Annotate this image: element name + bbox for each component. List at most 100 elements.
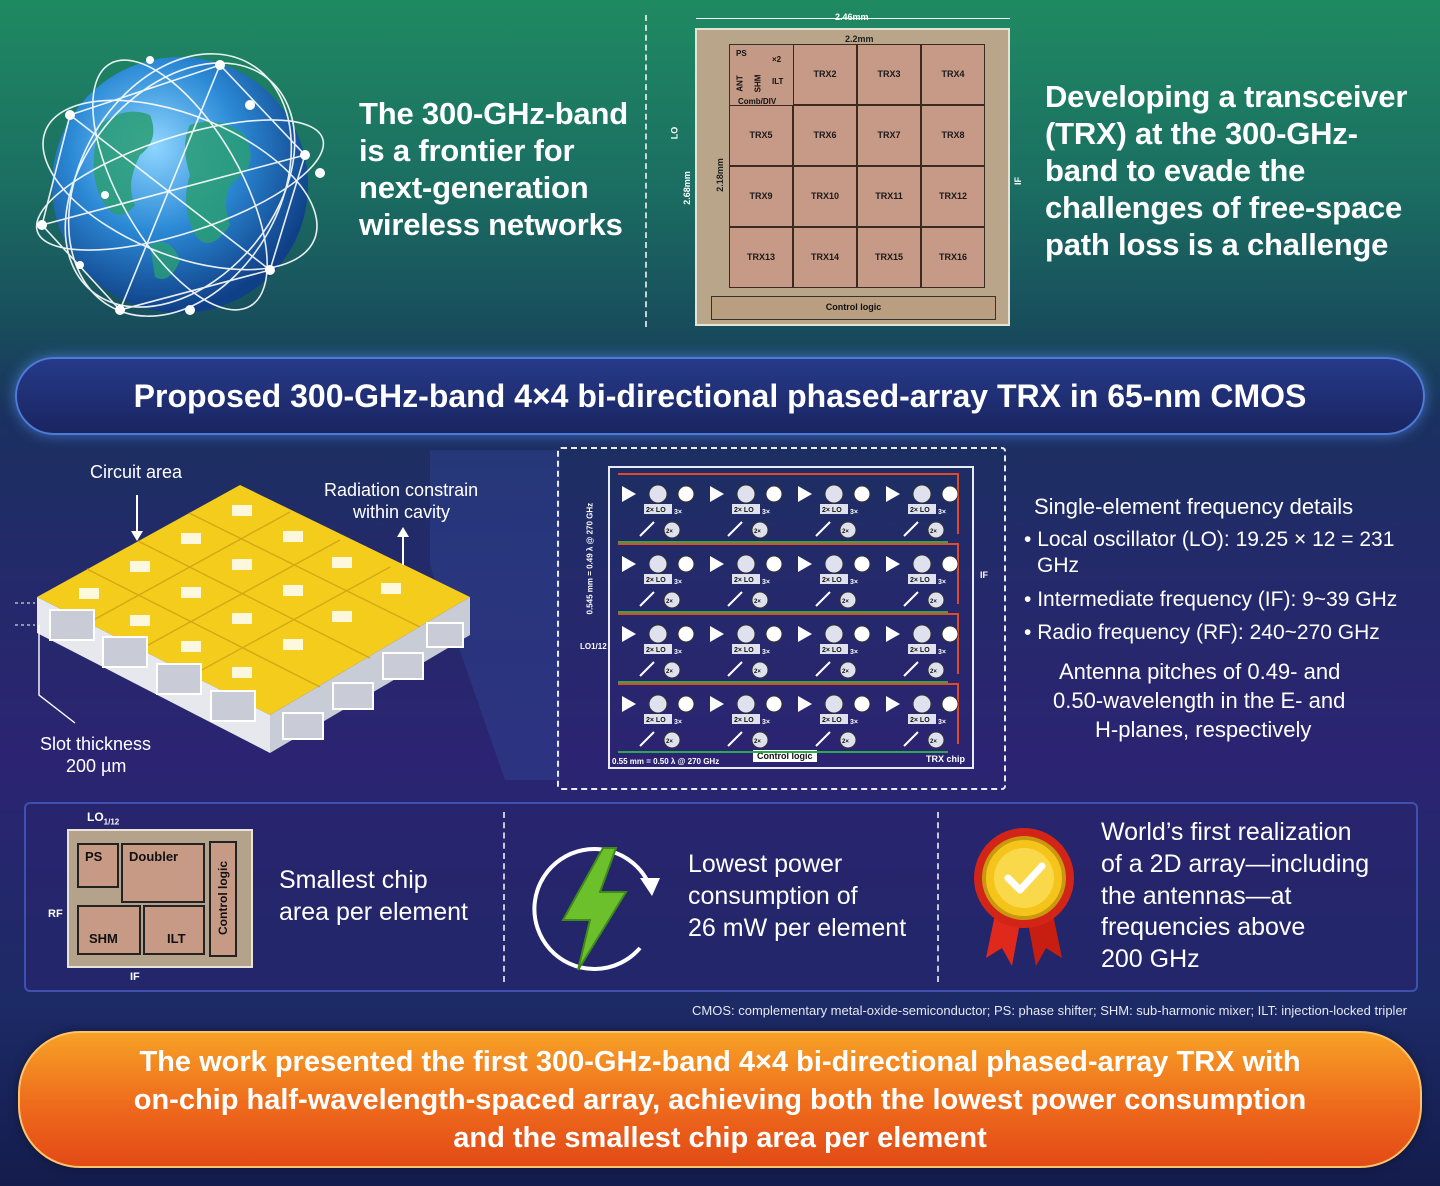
lo-doubler-label: 2× LO: [910, 717, 930, 724]
pitch-line-1: Antenna pitches of 0.49- and: [1059, 659, 1341, 684]
die-trx-label: TRX9: [749, 191, 773, 201]
die-control-logic: Control logic: [711, 296, 996, 320]
lo-doubler-label: 2× LO: [910, 507, 930, 514]
mixer-icon: [736, 554, 756, 574]
doubler-label: 2×: [666, 739, 673, 745]
doubler-label: 2×: [930, 739, 937, 745]
phase-shifter-icon: [815, 521, 831, 537]
doubler-label: 2×: [930, 529, 937, 535]
mixer-icon: [824, 624, 844, 644]
oscillator-icon: [941, 555, 959, 573]
lo-doubler-label: 2× LO: [822, 717, 842, 724]
schematic-elements: 2× LO 3× 2× 2× LO 3× 2× 2× LO 3× 2× 2× LO 3× 2× 2× L…: [618, 473, 959, 753]
abbreviation-footnote: CMOS: complementary metal-oxide-semicond…: [691, 1003, 1407, 1018]
rf-trace: [618, 543, 959, 604]
die-trx-cell: TRX2: [793, 44, 857, 105]
die-trx-cell: TRX13: [729, 227, 793, 288]
conclusion-line-1: The work presented the first 300-GHz-ban…: [139, 1045, 1301, 1078]
lo-doubler-label: 2× LO: [910, 577, 930, 584]
conclusion-line-2: on-chip half-wavelength-spaced array, ac…: [133, 1083, 1307, 1116]
title-banner: Proposed 300-GHz-band 4×4 bi-directional…: [15, 357, 1425, 435]
lo-doubler-label: 2× LO: [910, 647, 930, 654]
amplifier-icon: [886, 626, 900, 642]
multiplier-icon: [751, 591, 769, 609]
die-width-arrow: [696, 18, 1010, 19]
area-caption-1: Smallest chip: [279, 866, 428, 894]
tripler-label: 3×: [938, 579, 946, 586]
phase-shifter-icon: [639, 731, 655, 747]
doubler-label: 2×: [930, 599, 937, 605]
mixer-icon: [912, 694, 932, 714]
multiplier-icon: [751, 731, 769, 749]
multiplier-icon: [663, 591, 681, 609]
area-caption-2: area per element: [279, 898, 469, 926]
mixer-icon: [824, 484, 844, 504]
lo-box: [820, 504, 848, 514]
die-trx-label: TRX6: [813, 130, 837, 140]
amplifier-icon: [798, 626, 812, 642]
die-trx-label: TRX3: [877, 69, 901, 79]
multiplier-icon: [839, 521, 857, 539]
amplifier-icon: [798, 556, 812, 572]
features-panel: [24, 802, 1418, 992]
first-caption-2: of a 2D array—including: [1101, 850, 1370, 878]
tripler-label: 3×: [850, 649, 858, 656]
oscillator-icon: [853, 485, 871, 503]
first-caption-3: the antennas—at: [1101, 882, 1292, 910]
element-control: [209, 841, 237, 957]
tripler-label: 3×: [762, 579, 770, 586]
pitch-line-2: 0.50-wavelength in the E- and: [1053, 688, 1346, 713]
tripler-label: 3×: [938, 509, 946, 516]
die-trx-label: TRX8: [941, 130, 965, 140]
element-shm: SHM: [77, 905, 141, 955]
die-trx-label: TRX16: [938, 252, 967, 262]
lo-doubler-label: 2× LO: [822, 577, 842, 584]
die-trx-label: TRX5: [749, 130, 773, 140]
element-doubler-label: Doubler: [129, 849, 179, 864]
die-photo: 2.46mm 2.2mm 2.18mm PS ×2 ANT SHM ILT Co…: [660, 8, 1030, 328]
amplifier-icon: [886, 486, 900, 502]
doubler-label: 2×: [842, 529, 849, 535]
circuit-area-label: Circuit area: [90, 462, 183, 482]
lo-box: [908, 644, 936, 654]
conclusion-banner: The work presented the first 300-GHz-ban…: [18, 1031, 1422, 1168]
die-trx-cell: TRX10: [793, 166, 857, 227]
lo-doubler-label: 2× LO: [734, 647, 754, 654]
multiplier-icon: [927, 661, 945, 679]
panel-divider-2: [937, 812, 939, 982]
die-trx-label: TRX13: [746, 252, 775, 262]
tripler-label: 3×: [850, 579, 858, 586]
panel-divider-1: [503, 812, 505, 982]
amplifier-icon: [622, 626, 636, 642]
multiplier-icon: [927, 521, 945, 539]
die-trx-cell: TRX6: [793, 105, 857, 166]
multiplier-icon: [751, 521, 769, 539]
schematic-chip-box: [608, 466, 974, 769]
tripler-label: 3×: [674, 719, 682, 726]
oscillator-icon: [941, 485, 959, 503]
multiplier-icon: [663, 521, 681, 539]
die-trx-label: TRX12: [938, 191, 967, 201]
multiplier-icon: [751, 661, 769, 679]
oscillator-icon: [765, 625, 783, 643]
oscillator-icon: [765, 485, 783, 503]
globe-icon: [35, 53, 325, 317]
lo-box: [820, 714, 848, 724]
lo-box: [820, 644, 848, 654]
doubler-label: 2×: [666, 669, 673, 675]
doubler-label: 2×: [754, 669, 761, 675]
lo-box: [644, 714, 672, 724]
first-caption-5: 200 GHz: [1101, 945, 1200, 973]
tripler-label: 3×: [850, 719, 858, 726]
die-if-label: IF: [1013, 177, 1023, 185]
lightning-icon: [532, 847, 660, 971]
tripler-label: 3×: [762, 649, 770, 656]
element-ps: PS: [77, 843, 119, 888]
multiplier-icon: [663, 731, 681, 749]
die-trx-cell: TRX9: [729, 166, 793, 227]
phase-shifter-icon: [639, 521, 655, 537]
tripler-label: 3×: [938, 649, 946, 656]
tripler-label: 3×: [674, 509, 682, 516]
element-control-label: Control logic: [216, 861, 230, 935]
lo-box: [908, 574, 936, 584]
